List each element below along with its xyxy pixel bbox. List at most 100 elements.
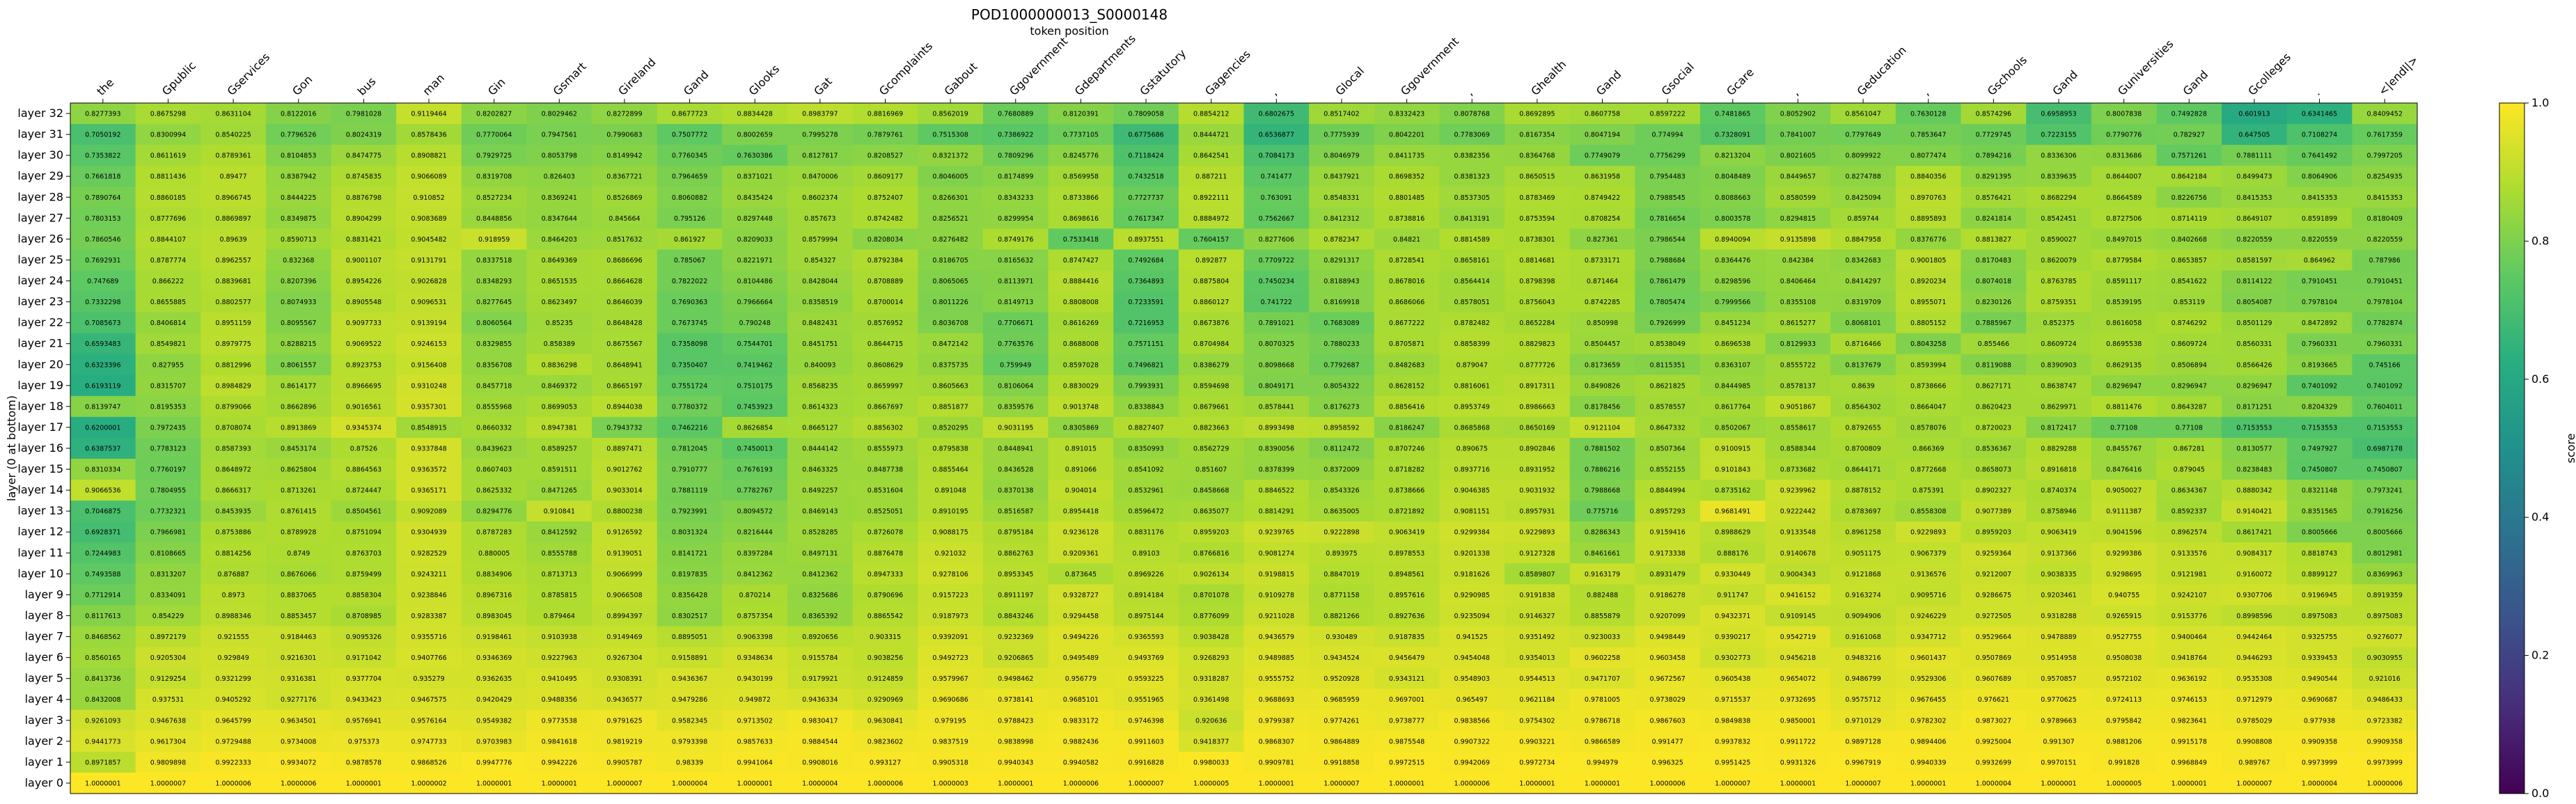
cell-value-label: 0.8727506 xyxy=(2106,215,2142,223)
cell-value-label: 0.859744 xyxy=(1847,215,1878,223)
cell-value-label: 0.7507772 xyxy=(672,132,707,139)
heatmap-cell xyxy=(135,688,201,711)
heatmap-cell xyxy=(396,145,462,166)
cell-value-label: 0.8591899 xyxy=(2302,215,2337,223)
heatmap-cell xyxy=(2352,145,2418,166)
cell-value-label: 0.8695538 xyxy=(2106,340,2142,348)
heatmap-cell xyxy=(592,459,658,480)
cell-value-label: 0.8580599 xyxy=(1780,194,1816,202)
heatmap-cell xyxy=(1309,333,1375,355)
heatmap-cell xyxy=(1961,459,2027,480)
cell-value-label: 0.8528285 xyxy=(802,529,838,537)
x-tick-label: , xyxy=(1789,86,1801,98)
cell-value-label: 0.8052902 xyxy=(1780,111,1816,118)
heatmap-cell xyxy=(1505,688,1571,711)
heatmap-cell xyxy=(1178,270,1244,292)
cell-value-label: 0.7879761 xyxy=(867,132,903,139)
heatmap-cell xyxy=(396,730,462,752)
cell-value-label: 0.8129933 xyxy=(1780,340,1816,348)
cell-value-label: 0.8202827 xyxy=(476,111,512,118)
heatmap-cell xyxy=(2222,647,2288,669)
heatmap-cell xyxy=(201,354,267,376)
heatmap-cell xyxy=(1635,626,1701,648)
cell-value-label: 0.6802675 xyxy=(1259,111,1294,118)
heatmap-cell xyxy=(1699,437,1766,459)
cell-value-label: 0.89477 xyxy=(219,173,246,181)
heatmap-cell xyxy=(1309,270,1375,292)
heatmap-cell xyxy=(526,395,592,418)
heatmap-cell xyxy=(657,480,723,501)
heatmap-cell xyxy=(2222,688,2288,711)
cell-value-label: 0.827361 xyxy=(1587,236,1618,244)
heatmap-cell xyxy=(2091,187,2157,208)
heatmap-cell xyxy=(526,249,592,271)
heatmap-cell xyxy=(1048,333,1114,355)
cell-value-label: 0.8555968 xyxy=(476,403,512,411)
heatmap-cell xyxy=(331,521,397,543)
heatmap-cell xyxy=(1309,354,1375,376)
heatmap-cell xyxy=(852,333,918,355)
cell-value-label: 0.9307706 xyxy=(2236,592,2272,599)
cell-value-label: 0.8095567 xyxy=(281,320,316,327)
heatmap-cell xyxy=(1178,563,1244,585)
cell-value-label: 0.763091 xyxy=(1261,194,1292,202)
heatmap-cell xyxy=(2156,166,2222,187)
heatmap-cell xyxy=(70,605,136,627)
cell-value-label: 0.7760197 xyxy=(150,466,186,474)
heatmap-cell xyxy=(1635,249,1701,271)
cell-value-label: 0.8664047 xyxy=(1910,403,1946,411)
heatmap-cell xyxy=(1895,375,1962,397)
heatmap-cell xyxy=(1243,730,1310,752)
cell-value-label: 0.7562667 xyxy=(1259,215,1294,223)
heatmap-cell xyxy=(461,375,527,397)
heatmap-cell xyxy=(722,291,788,313)
heatmap-cell xyxy=(2286,375,2353,397)
cell-value-label: 0.8358519 xyxy=(802,299,838,306)
heatmap-cell xyxy=(1243,145,1310,166)
cell-value-label: 0.9951425 xyxy=(1715,759,1750,766)
cell-value-label: 0.8428044 xyxy=(802,278,838,285)
cell-value-label: 0.8277645 xyxy=(476,299,512,306)
heatmap-cell xyxy=(1309,584,1375,606)
cell-value-label: 0.8994397 xyxy=(606,613,642,620)
cell-value-label: 0.9732695 xyxy=(1780,696,1816,704)
cell-value-label: 0.8310334 xyxy=(85,466,120,474)
heatmap-cell xyxy=(1374,647,1440,669)
cell-value-label: 0.8104486 xyxy=(737,278,773,285)
cell-value-label: 0.9294458 xyxy=(1063,613,1099,620)
cell-value-label: 0.7401092 xyxy=(2366,382,2402,390)
cell-value-label: 0.8836298 xyxy=(542,361,577,369)
heatmap-cell xyxy=(918,563,984,585)
cell-value-label: 0.8625332 xyxy=(476,487,512,495)
cell-value-label: 0.9198461 xyxy=(476,633,512,641)
cell-value-label: 0.8587393 xyxy=(215,446,251,453)
heatmap-cell xyxy=(1309,500,1375,522)
heatmap-cell xyxy=(526,521,592,543)
heatmap-cell xyxy=(1243,228,1310,250)
heatmap-cell xyxy=(1765,103,1831,125)
heatmap-cell xyxy=(1635,500,1701,522)
cell-value-label: 0.8120391 xyxy=(1063,111,1099,118)
cell-value-label: 0.890675 xyxy=(1456,446,1488,453)
cell-value-label: 0.8875804 xyxy=(1193,278,1229,285)
cell-value-label: 0.8012981 xyxy=(2366,550,2402,558)
cell-value-label: 0.8070325 xyxy=(1259,340,1294,348)
cell-value-label: 0.8436528 xyxy=(998,466,1033,474)
cell-value-label: 0.9908808 xyxy=(2236,738,2272,746)
heatmap-cell xyxy=(1113,166,1179,187)
heatmap-cell xyxy=(2286,416,2353,439)
heatmap-cell xyxy=(70,124,136,145)
heatmap-cell xyxy=(2222,459,2288,480)
x-tick-label: <|endl|> xyxy=(2376,53,2421,97)
cell-value-label: 0.8208527 xyxy=(867,152,903,160)
cell-value-label: 0.991477 xyxy=(1651,738,1683,746)
cell-value-label: 0.7332298 xyxy=(85,299,120,306)
heatmap-cell xyxy=(722,249,788,271)
heatmap-cell xyxy=(2091,751,2157,773)
cell-value-label: 0.9582345 xyxy=(672,717,707,725)
heatmap-cell xyxy=(2026,584,2092,606)
heatmap-cell xyxy=(1439,605,1505,627)
cell-value-label: 0.8920234 xyxy=(1910,278,1946,285)
heatmap-cell xyxy=(2156,709,2222,732)
cell-value-label: 0.9265915 xyxy=(2106,613,2142,620)
